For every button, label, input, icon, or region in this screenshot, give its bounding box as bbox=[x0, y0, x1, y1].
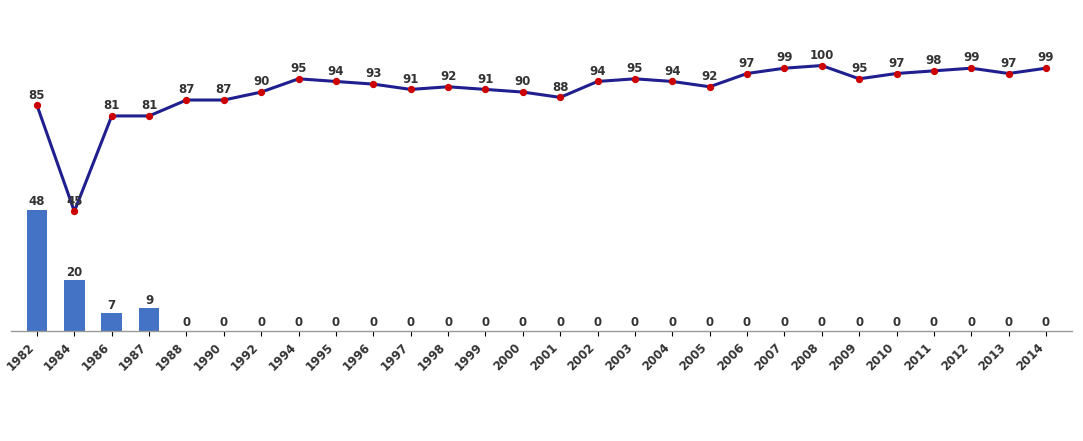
Text: 0: 0 bbox=[481, 317, 490, 329]
Text: 95: 95 bbox=[851, 62, 867, 75]
Text: 0: 0 bbox=[668, 317, 677, 329]
Text: 0: 0 bbox=[967, 317, 976, 329]
Text: 0: 0 bbox=[331, 317, 340, 329]
Text: 92: 92 bbox=[440, 70, 456, 83]
Text: 97: 97 bbox=[1001, 57, 1017, 70]
Point bbox=[440, 83, 457, 90]
Text: 94: 94 bbox=[328, 65, 344, 78]
Bar bbox=[64, 280, 84, 331]
Point bbox=[925, 67, 942, 75]
Text: 97: 97 bbox=[888, 57, 904, 70]
Text: 20: 20 bbox=[66, 266, 82, 279]
Text: 0: 0 bbox=[1005, 317, 1013, 329]
Text: 0: 0 bbox=[220, 317, 227, 329]
Point bbox=[1038, 65, 1055, 72]
Text: 85: 85 bbox=[29, 89, 45, 101]
Point bbox=[963, 65, 980, 72]
Text: 0: 0 bbox=[706, 317, 714, 329]
Text: 0: 0 bbox=[444, 317, 452, 329]
Text: 0: 0 bbox=[257, 317, 265, 329]
Text: 45: 45 bbox=[66, 194, 82, 208]
Point bbox=[813, 62, 831, 69]
Text: 90: 90 bbox=[514, 75, 531, 88]
Text: 87: 87 bbox=[216, 83, 232, 96]
Bar bbox=[27, 209, 48, 331]
Text: 91: 91 bbox=[478, 73, 494, 86]
Bar bbox=[102, 313, 122, 331]
Text: 99: 99 bbox=[777, 52, 793, 64]
Point bbox=[252, 89, 270, 96]
Point bbox=[551, 94, 569, 101]
Text: 0: 0 bbox=[781, 317, 788, 329]
Text: 9: 9 bbox=[145, 294, 153, 307]
Text: 0: 0 bbox=[406, 317, 415, 329]
Point bbox=[103, 112, 120, 120]
Text: 0: 0 bbox=[818, 317, 826, 329]
Text: 0: 0 bbox=[519, 317, 526, 329]
Point bbox=[701, 83, 718, 90]
Point bbox=[739, 70, 756, 77]
Text: 99: 99 bbox=[963, 52, 979, 64]
Text: 0: 0 bbox=[369, 317, 377, 329]
Point bbox=[1000, 70, 1017, 77]
Text: 81: 81 bbox=[141, 99, 157, 112]
Point bbox=[664, 78, 681, 85]
Text: 95: 95 bbox=[290, 62, 306, 75]
Text: 0: 0 bbox=[593, 317, 602, 329]
Text: 88: 88 bbox=[552, 81, 569, 93]
Text: 0: 0 bbox=[856, 317, 863, 329]
Point bbox=[178, 97, 195, 104]
Text: 48: 48 bbox=[29, 195, 45, 208]
Text: 93: 93 bbox=[365, 67, 381, 80]
Point bbox=[477, 86, 494, 93]
Text: 0: 0 bbox=[892, 317, 901, 329]
Text: 87: 87 bbox=[179, 83, 195, 96]
Point bbox=[589, 78, 606, 85]
Text: 0: 0 bbox=[557, 317, 564, 329]
Text: 100: 100 bbox=[810, 49, 834, 62]
Text: 94: 94 bbox=[664, 65, 680, 78]
Text: 97: 97 bbox=[739, 57, 755, 70]
Point bbox=[216, 97, 233, 104]
Text: 90: 90 bbox=[253, 75, 270, 88]
Text: 99: 99 bbox=[1038, 52, 1054, 64]
Point bbox=[775, 65, 793, 72]
Point bbox=[290, 75, 308, 82]
Point bbox=[402, 86, 419, 93]
Text: 0: 0 bbox=[182, 317, 191, 329]
Point bbox=[327, 78, 344, 85]
Text: 0: 0 bbox=[930, 317, 938, 329]
Point bbox=[66, 208, 83, 215]
Point bbox=[28, 102, 45, 109]
Text: 7: 7 bbox=[107, 299, 116, 312]
Point bbox=[514, 89, 532, 96]
Point bbox=[141, 112, 158, 120]
Text: 0: 0 bbox=[295, 317, 302, 329]
Text: 95: 95 bbox=[627, 62, 643, 75]
Text: 0: 0 bbox=[631, 317, 639, 329]
Text: 81: 81 bbox=[104, 99, 120, 112]
Text: 94: 94 bbox=[589, 65, 605, 78]
Point bbox=[626, 75, 643, 82]
Point bbox=[850, 75, 867, 82]
Text: 0: 0 bbox=[743, 317, 752, 329]
Text: 92: 92 bbox=[702, 70, 718, 83]
Text: 91: 91 bbox=[403, 73, 419, 86]
Point bbox=[888, 70, 905, 77]
Text: 0: 0 bbox=[1042, 317, 1051, 329]
Bar bbox=[139, 308, 159, 331]
Point bbox=[365, 81, 382, 88]
Text: 98: 98 bbox=[926, 54, 942, 67]
